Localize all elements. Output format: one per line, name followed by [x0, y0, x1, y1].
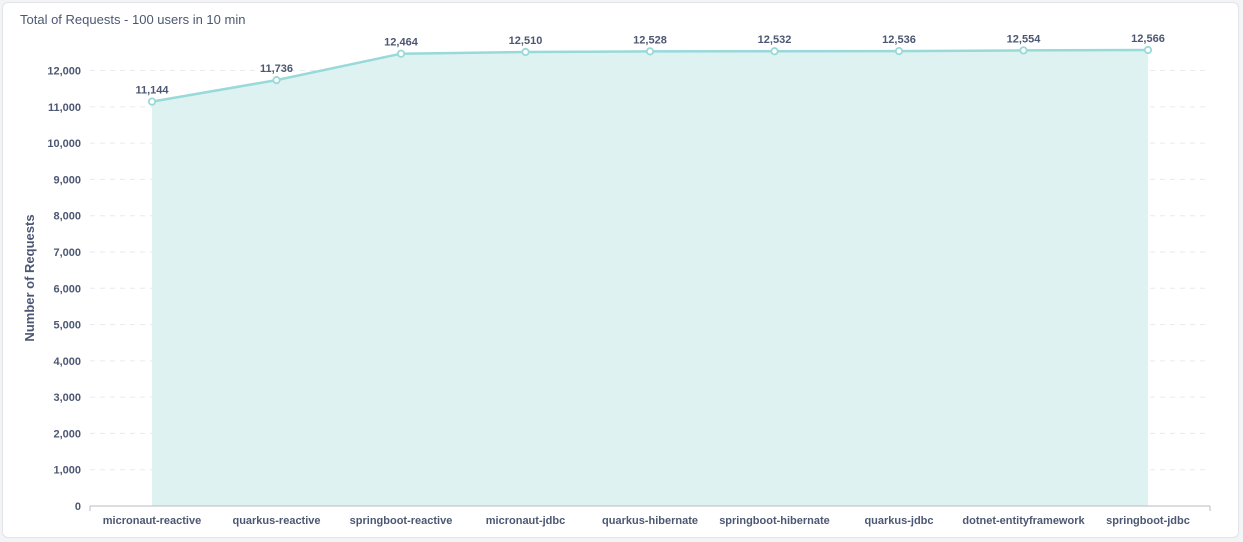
- data-label: 12,510: [509, 35, 543, 47]
- data-point: [521, 47, 530, 57]
- data-point: [1143, 45, 1153, 55]
- y-tick-labels: 0 1,000 2,000 3,000 4,000 5,000 6,000 7,000 8,00…: [47, 66, 81, 513]
- y-tick-label: 6,000: [53, 283, 81, 295]
- data-point: [894, 46, 904, 56]
- y-tick-label: 3,000: [53, 392, 81, 404]
- data-points: [147, 45, 1153, 106]
- data-label: 12,554: [1007, 33, 1042, 45]
- data-label: 11,144: [135, 85, 169, 97]
- y-axis-label: Number of Requests: [22, 214, 37, 341]
- x-tick-label: micronaut-reactive: [103, 515, 201, 527]
- y-tick-label: 8,000: [53, 211, 81, 223]
- data-label: 12,528: [633, 34, 667, 46]
- x-tick-label: springboot-reactive: [350, 515, 453, 527]
- chart-title: Total of Requests - 100 users in 10 min: [20, 12, 246, 27]
- y-tick-label: 10,000: [47, 138, 81, 150]
- data-label: 12,566: [1131, 33, 1165, 45]
- x-tick-label: quarkus-hibernate: [602, 515, 698, 527]
- x-tick-label: quarkus-jdbc: [864, 515, 933, 527]
- data-point: [147, 97, 157, 106]
- y-tick-label: 5,000: [53, 320, 81, 332]
- data-point: [770, 47, 779, 56]
- y-tick-label: 2,000: [53, 428, 81, 440]
- data-labels: 11,144 11,736 12,464 12,510 12,528 12,532 12,5…: [135, 33, 1164, 97]
- data-label: 12,532: [758, 34, 792, 46]
- y-tick-label: 7,000: [53, 247, 81, 259]
- x-tick-label: dotnet-entityframework: [962, 515, 1085, 527]
- data-point: [1019, 46, 1028, 55]
- data-label: 11,736: [260, 63, 293, 75]
- y-tick-label: 1,000: [53, 465, 81, 477]
- data-point: [396, 49, 406, 58]
- x-tick-label: springboot-hibernate: [719, 515, 830, 527]
- x-tick-label: quarkus-reactive: [232, 515, 320, 527]
- data-label: 12,536: [882, 34, 916, 46]
- y-tick-label: 4,000: [53, 356, 81, 368]
- x-tick-label: micronaut-jdbc: [486, 515, 565, 527]
- y-tick-label: 11,000: [48, 102, 81, 114]
- y-tick-label: 9,000: [53, 174, 81, 186]
- area-fill: [152, 50, 1148, 506]
- data-point: [645, 47, 655, 56]
- data-point: [272, 76, 281, 85]
- y-tick-label: 0: [75, 501, 81, 513]
- x-tick-label: springboot-jdbc: [1106, 515, 1190, 527]
- data-label: 12,464: [384, 37, 419, 49]
- y-tick-label: 12,000: [47, 66, 81, 78]
- x-tick-labels: micronaut-reactive quarkus-reactive spring…: [103, 515, 1190, 527]
